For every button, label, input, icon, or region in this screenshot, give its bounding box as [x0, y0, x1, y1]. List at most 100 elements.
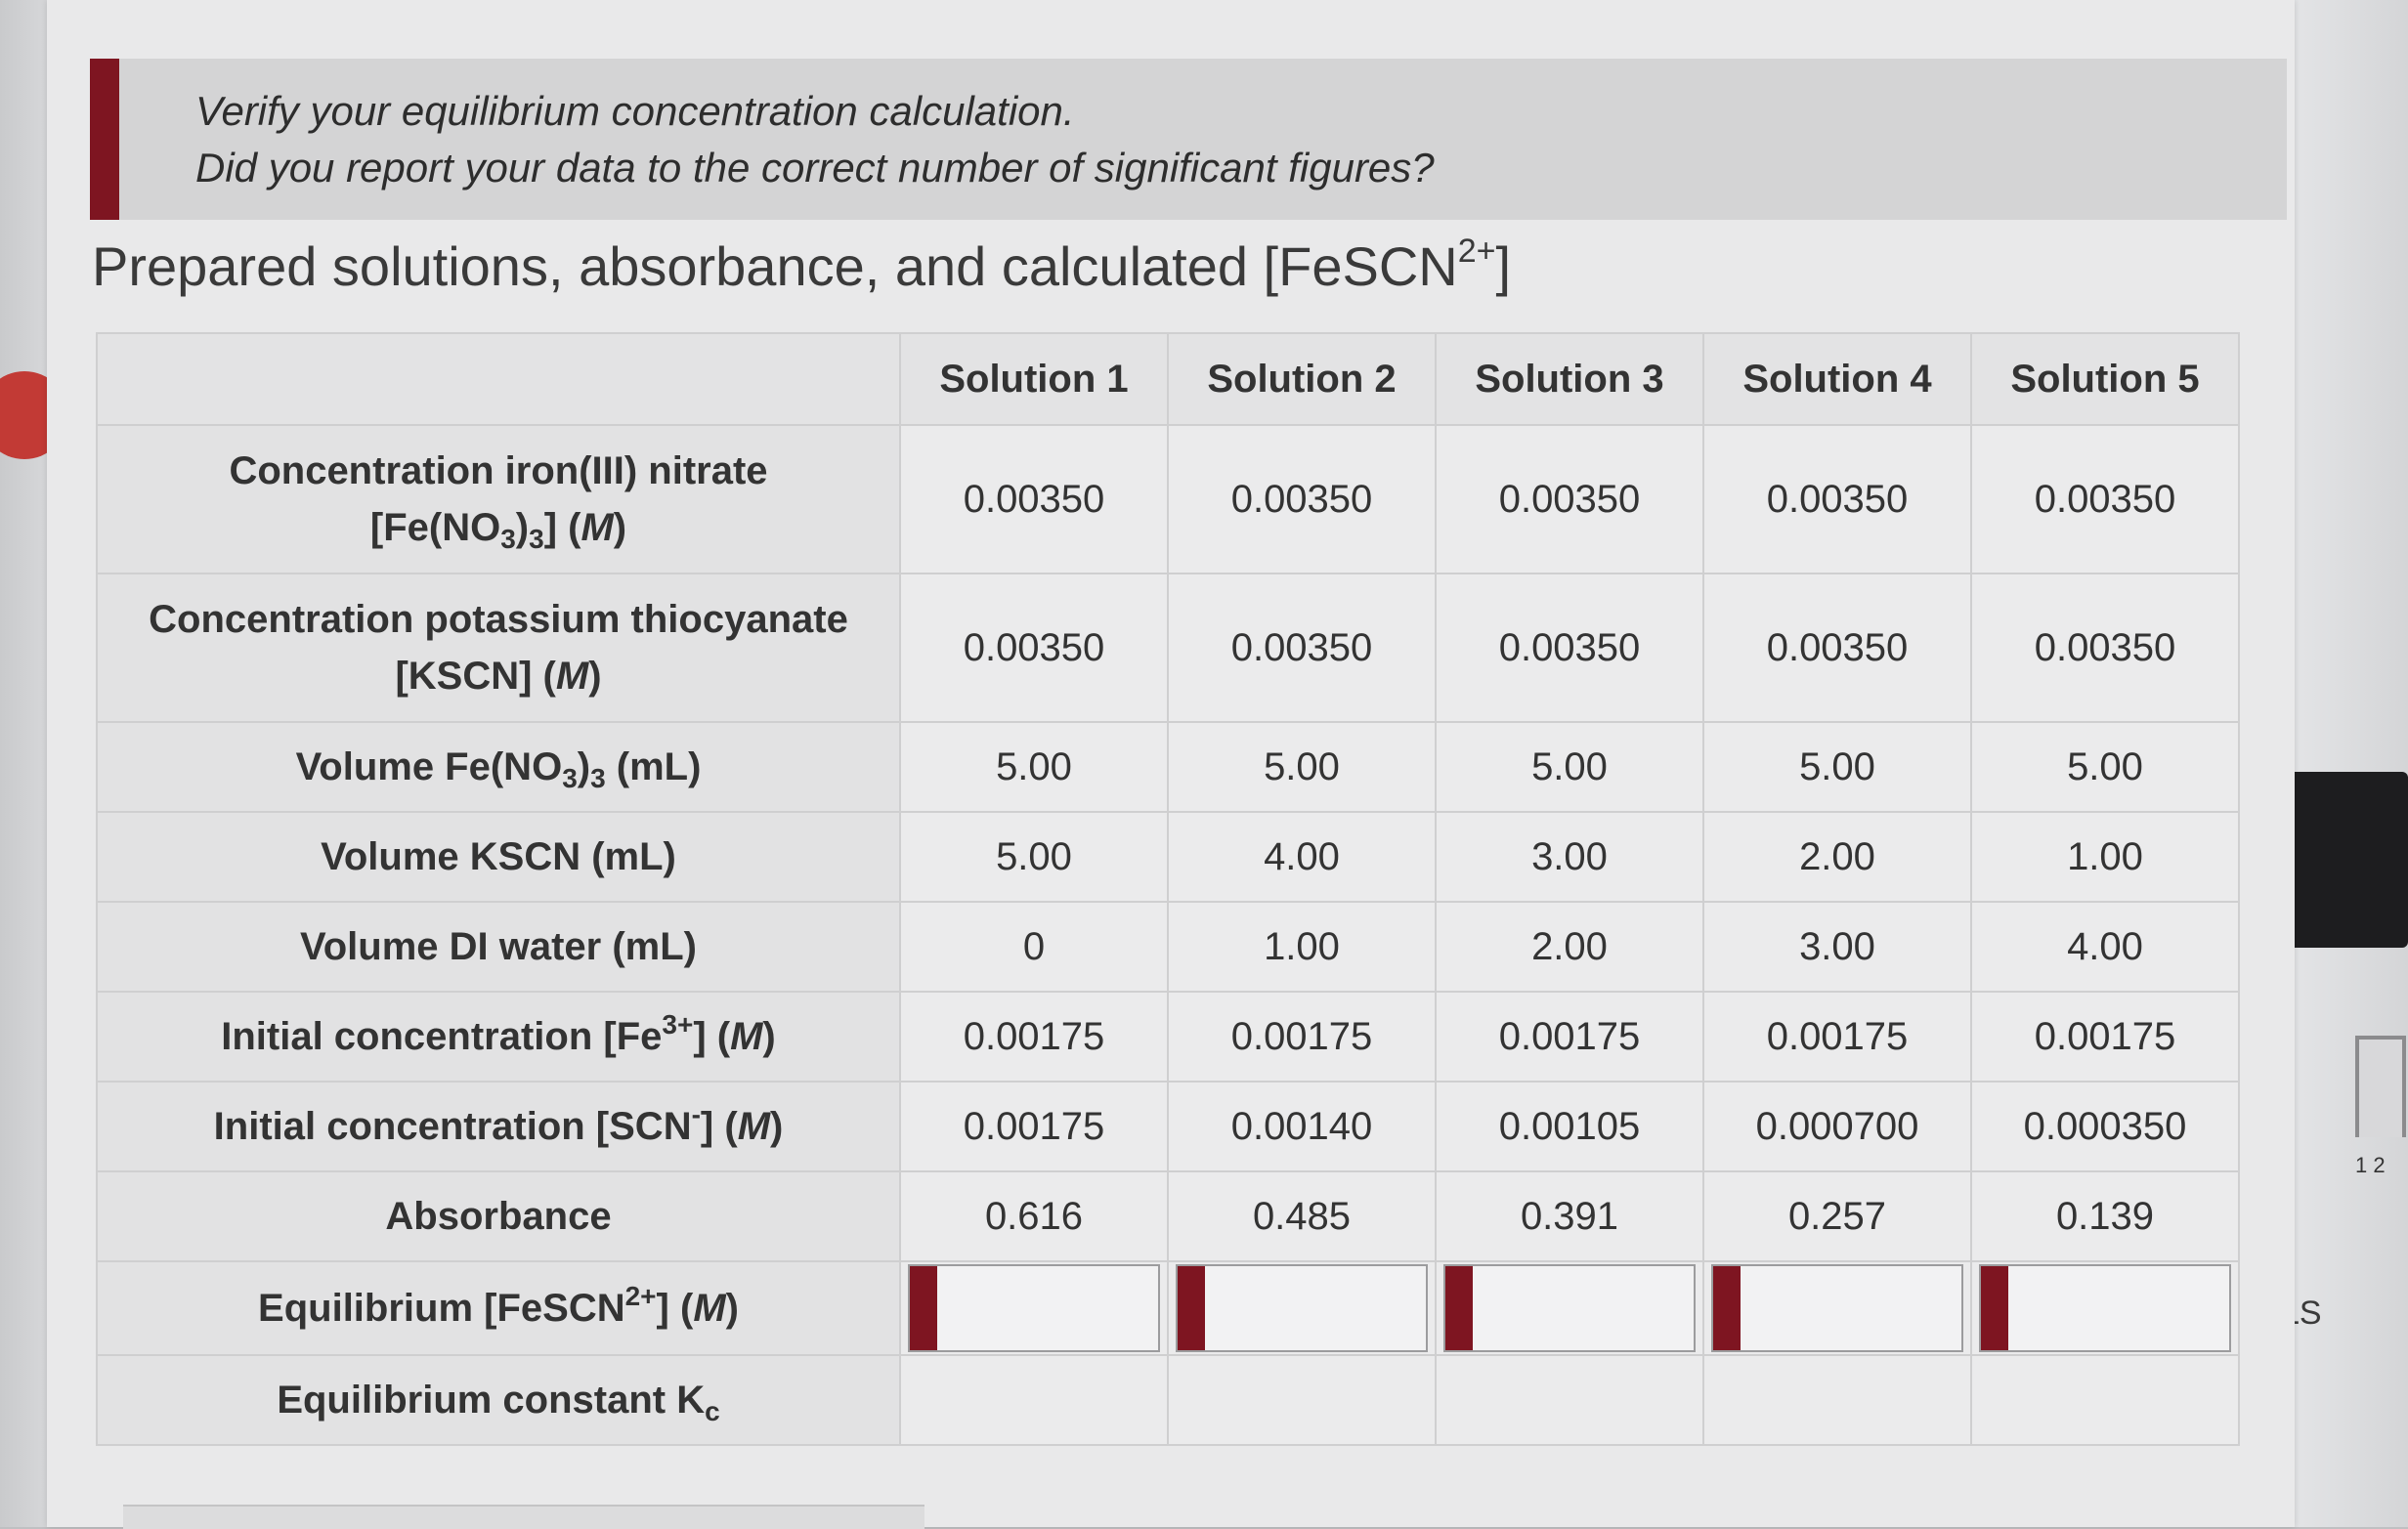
column-header: Solution 2 [1167, 332, 1437, 426]
cell-value: 0.00350 [1970, 424, 2240, 574]
column-header: Solution 5 [1970, 332, 2240, 426]
answer-box [908, 1264, 1160, 1352]
eq-fescn-input-solution-1[interactable] [943, 1270, 1152, 1346]
label-part: Initial concentration [SCN [213, 1105, 692, 1148]
cell-value: 5.00 [1167, 721, 1437, 813]
cell-value: 0.00175 [1970, 991, 2240, 1083]
eq-fescn-input-solution-2[interactable] [1211, 1270, 1420, 1346]
label-sub: 3 [529, 524, 544, 554]
bottom-strip [123, 1505, 924, 1529]
kc-cell [1970, 1354, 2240, 1446]
cell-value: 0.485 [1167, 1170, 1437, 1262]
row-label-line: [Fe(NO3)3] (M) [98, 499, 899, 556]
table-title: Prepared solutions, absorbance, and calc… [92, 234, 1511, 298]
cell-value: 0.00350 [1970, 573, 2240, 723]
label-unit: M [737, 1105, 771, 1148]
cell-value: 2.00 [1702, 811, 1972, 903]
test-tube-icon [2355, 1036, 2406, 1137]
table-row: Concentration iron(III) nitrate [Fe(NO3)… [96, 424, 2240, 574]
cell-value: 0.391 [1435, 1170, 1704, 1262]
label-part: ) [613, 506, 627, 549]
label-sub: 3 [500, 524, 516, 554]
eq-fescn-input-solution-3[interactable] [1479, 1270, 1688, 1346]
title-text: Prepared solutions, absorbance, and calc… [92, 235, 1458, 297]
cell-value: 0.616 [899, 1170, 1169, 1262]
row-label-init-fe: Initial concentration [Fe3+] (M) [96, 991, 901, 1083]
column-header: Solution 3 [1435, 332, 1704, 426]
row-label-conc-fe: Concentration iron(III) nitrate [Fe(NO3)… [96, 424, 901, 574]
row-label-init-scn: Initial concentration [SCN-] (M) [96, 1081, 901, 1172]
label-sup: 3+ [662, 1009, 694, 1040]
eq-fescn-input-solution-5[interactable] [2014, 1270, 2223, 1346]
kc-cell [899, 1354, 1169, 1446]
table-row: Equilibrium constant Kc [96, 1354, 2240, 1446]
cell-value: 0.00350 [1167, 424, 1437, 574]
label-part: Initial concentration [Fe [221, 1015, 663, 1058]
cell-value: 0.00175 [1435, 991, 1704, 1083]
table-row: Absorbance 0.616 0.485 0.391 0.257 0.139 [96, 1170, 2240, 1262]
cell-value: 1.00 [1970, 811, 2240, 903]
error-marker [1445, 1266, 1473, 1350]
answer-cell [1167, 1260, 1437, 1356]
label-part: ) [725, 1287, 739, 1330]
cell-value: 5.00 [899, 721, 1169, 813]
cell-value: 0.00350 [1702, 573, 1972, 723]
cell-value: 0.00175 [899, 991, 1169, 1083]
error-marker [1178, 1266, 1205, 1350]
label-unit: M [730, 1015, 763, 1058]
cell-value: 5.00 [899, 811, 1169, 903]
label-sup: - [691, 1099, 701, 1129]
error-marker [910, 1266, 937, 1350]
label-part: ] ( [543, 506, 581, 549]
kc-cell [1167, 1354, 1437, 1446]
cell-value: 0.00350 [1702, 424, 1972, 574]
table-header-row: Solution 1 Solution 2 Solution 3 Solutio… [96, 332, 2240, 426]
cell-value: 3.00 [1435, 811, 1704, 903]
label-part: (mL) [605, 745, 702, 788]
cell-value: 0.257 [1702, 1170, 1972, 1262]
eq-fescn-input-solution-4[interactable] [1746, 1270, 1956, 1346]
table-row: Initial concentration [SCN-] (M) 0.00175… [96, 1081, 2240, 1172]
answer-cell [1435, 1260, 1704, 1356]
label-sup: 2+ [624, 1281, 657, 1311]
title-sup: 2+ [1457, 233, 1496, 270]
lab-data-panel: Verify your equilibrium concentration ca… [47, 0, 2295, 1529]
equipment-dark-block [2287, 772, 2408, 948]
cell-value: 5.00 [1435, 721, 1704, 813]
answer-box [1711, 1264, 1963, 1352]
table-row: Equilibrium [FeSCN2+] (M) [96, 1260, 2240, 1356]
row-label-line: Concentration iron(III) nitrate [229, 449, 768, 492]
row-label-line: [KSCN] (M) [98, 648, 899, 704]
cell-value: 0.00350 [899, 424, 1169, 574]
table-row: Volume Fe(NO3)3 (mL) 5.00 5.00 5.00 5.00… [96, 721, 2240, 813]
row-label-vol-water: Volume DI water (mL) [96, 901, 901, 993]
cell-value: 5.00 [1970, 721, 2240, 813]
solutions-table: Solution 1 Solution 2 Solution 3 Solutio… [96, 332, 2240, 1446]
row-label-vol-kscn: Volume KSCN (mL) [96, 811, 901, 903]
label-unit: M [555, 655, 589, 698]
cell-value: 0.000700 [1702, 1081, 1972, 1172]
row-label-kc: Equilibrium constant Kc [96, 1354, 901, 1446]
cell-value: 0.00175 [1167, 991, 1437, 1083]
error-marker [1713, 1266, 1741, 1350]
cell-value: 0.00140 [1167, 1081, 1437, 1172]
label-part: ] ( [693, 1015, 731, 1058]
callout-line-1: Verify your equilibrium concentration ca… [195, 88, 1075, 134]
cell-value: 2.00 [1435, 901, 1704, 993]
cell-value: 3.00 [1702, 901, 1972, 993]
answer-box [1443, 1264, 1696, 1352]
kc-cell [1435, 1354, 1704, 1446]
cell-value: 4.00 [1970, 901, 2240, 993]
cell-value: 0.000350 [1970, 1081, 2240, 1172]
cell-value: 0.00350 [899, 573, 1169, 723]
label-part: Equilibrium [FeSCN [258, 1287, 625, 1330]
label-part: ) [588, 655, 602, 698]
cell-value: 0.00175 [1702, 991, 1972, 1083]
cell-value: 0.00350 [1435, 573, 1704, 723]
error-marker [1981, 1266, 2008, 1350]
label-part: ] ( [656, 1287, 694, 1330]
label-part: [Fe(NO [369, 506, 501, 549]
column-header: Solution 4 [1702, 332, 1972, 426]
table-row: Volume DI water (mL) 0 1.00 2.00 3.00 4.… [96, 901, 2240, 993]
label-unit: M [580, 506, 614, 549]
